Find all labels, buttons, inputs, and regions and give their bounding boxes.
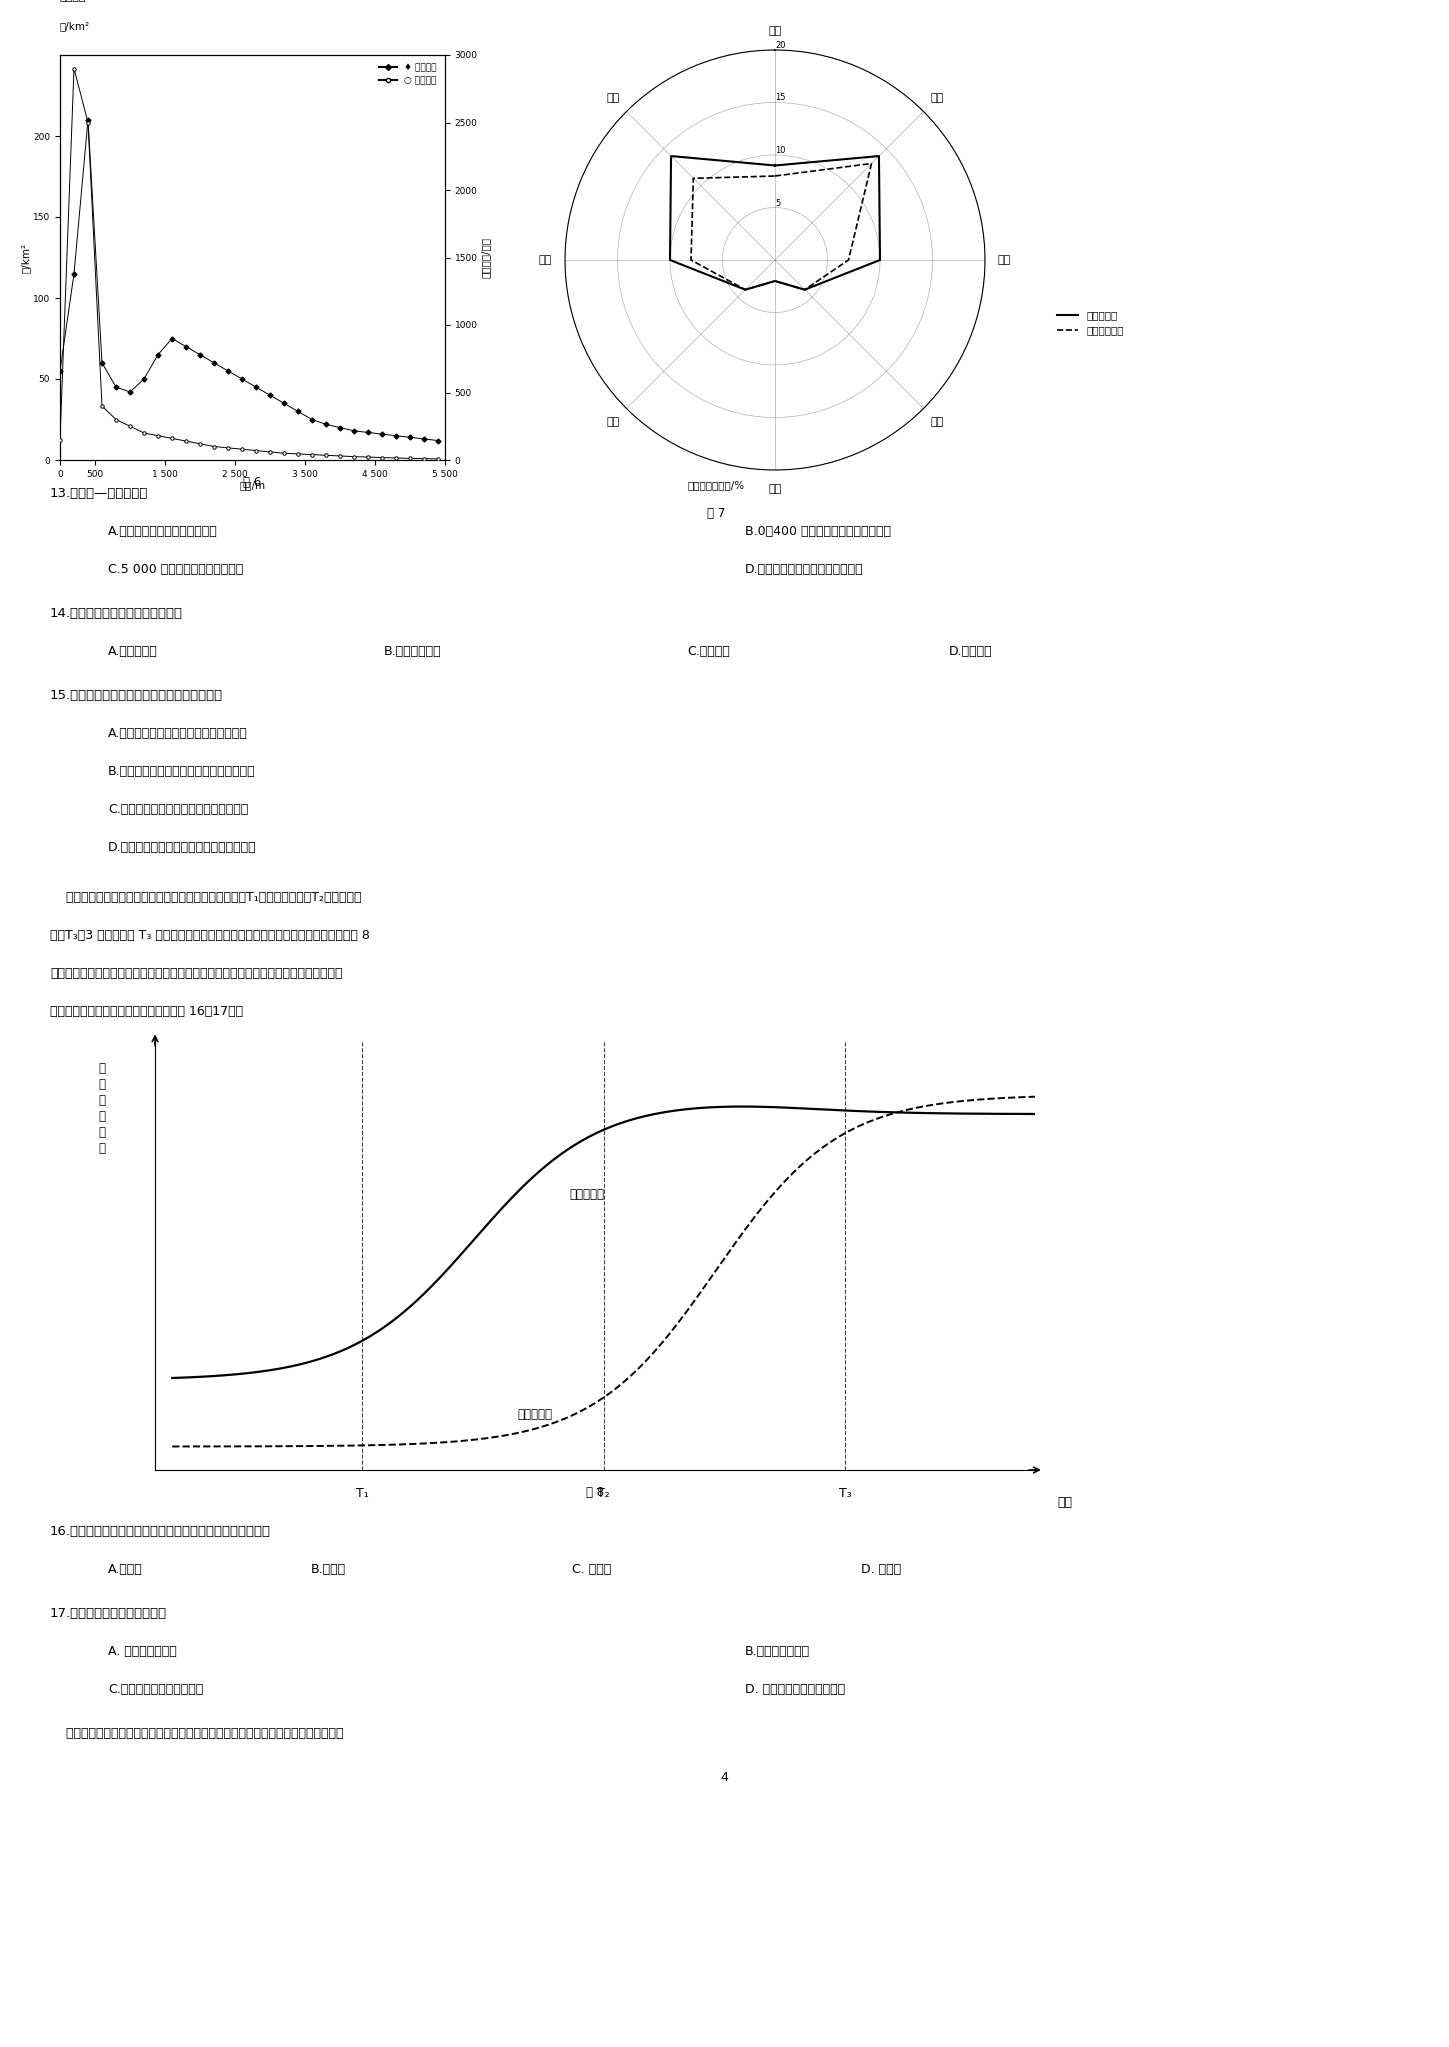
Text: A. 边缘港强势崛起: A. 边缘港强势崛起	[109, 1646, 177, 1658]
Text: 是长三角地区港口体系中涉及运输、中转、仓储等相关基础功能的传统后勤要素在中心枢: 是长三角地区港口体系中涉及运输、中转、仓储等相关基础功能的传统后勤要素在中心枢	[51, 966, 342, 981]
Text: 期（T₃）3 个阶段，在 T₃ 阶段中心枢纽港逐渐由区域性港口演变为全球供应链中心，图 8: 期（T₃）3 个阶段，在 T₃ 阶段中心枢纽港逐渐由区域性港口演变为全球供应链中…	[51, 929, 369, 942]
Y-axis label: 人口数量/万人: 人口数量/万人	[481, 237, 491, 278]
Text: A.集中化: A.集中化	[109, 1564, 142, 1576]
Text: 14.与人口密度分布关系最密切的是: 14.与人口密度分布关系最密切的是	[51, 608, 183, 620]
Text: C.水能资源: C.水能资源	[688, 645, 730, 657]
Text: A.人口密度随高程变化并不明显: A.人口密度随高程变化并不明显	[109, 524, 217, 538]
Text: 图 6: 图 6	[243, 477, 262, 489]
Text: B.中心港逐渐衰落: B.中心港逐渐衰落	[745, 1646, 810, 1658]
Text: 13.澜沧江—湄公河流域: 13.澜沧江—湄公河流域	[51, 487, 148, 499]
Text: T₂: T₂	[597, 1488, 610, 1500]
Text: A.与村相比乡镇选择更趋向采光好的方向: A.与村相比乡镇选择更趋向采光好的方向	[109, 727, 248, 741]
Text: 图 8: 图 8	[585, 1486, 604, 1498]
Text: 4: 4	[720, 1771, 729, 1785]
Legend: 村级居民点, 乡镇级居民点: 村级居民点, 乡镇级居民点	[1053, 307, 1129, 340]
Text: B.0～400 米人口分布随高程迅速增加: B.0～400 米人口分布随高程迅速增加	[745, 524, 891, 538]
Legend: ♦ 人口密度, ○ 人口数量: ♦ 人口密度, ○ 人口数量	[375, 59, 440, 90]
Text: C.居民点在坡向的选择上与山体走向无关: C.居民点在坡向的选择上与山体走向无关	[109, 802, 248, 817]
Text: 中心枢纽港: 中心枢纽港	[569, 1189, 604, 1202]
Text: 图 7: 图 7	[707, 508, 726, 520]
Text: C. 条带化: C. 条带化	[572, 1564, 611, 1576]
Text: D.乡镇级居民点分布比例最小的方向是正北: D.乡镇级居民点分布比例最小的方向是正北	[109, 841, 256, 854]
X-axis label: 高程/m: 高程/m	[239, 481, 265, 489]
Text: 人/km²: 人/km²	[59, 20, 90, 31]
Text: D. 中心港和边缘港功能趋同: D. 中心港和边缘港功能趋同	[745, 1683, 845, 1697]
Text: B.土地利用方式: B.土地利用方式	[384, 645, 440, 657]
Text: T₁: T₁	[355, 1488, 368, 1500]
Text: T₃: T₃	[839, 1488, 852, 1500]
Text: C.5 000 米以上可能有大片无人区: C.5 000 米以上可能有大片无人区	[109, 563, 243, 575]
Text: B.坡向对居民点的影响主要表现为降水时间: B.坡向对居民点的影响主要表现为降水时间	[109, 766, 255, 778]
Text: 人口密度: 人口密度	[59, 0, 87, 2]
Text: 阶段: 阶段	[1056, 1496, 1072, 1509]
Text: C.中心港和边缘港功能分化: C.中心港和边缘港功能分化	[109, 1683, 203, 1697]
Text: 17.产生图中所示变化的原因是: 17.产生图中所示变化的原因是	[51, 1607, 167, 1619]
Text: 居民点分布比例/%: 居民点分布比例/%	[688, 481, 745, 489]
Text: 有研究将集装箱港口体系演化过程大致分为初始时期（T₁）、发展时期（T₂）和成熟时: 有研究将集装箱港口体系演化过程大致分为初始时期（T₁）、发展时期（T₂）和成熟时	[51, 890, 361, 905]
Text: 纽港和外围边缘港的格局变化。据此完成 16～17题。: 纽港和外围边缘港的格局变化。据此完成 16～17题。	[51, 1005, 243, 1017]
Text: B.分散化: B.分散化	[312, 1564, 346, 1576]
Text: 外围边缘港: 外围边缘港	[517, 1408, 552, 1421]
Text: D.年降水量: D.年降水量	[949, 645, 993, 657]
Text: D. 均质化: D. 均质化	[862, 1564, 901, 1576]
Text: D.流域人口分布的态势是南疏北密: D.流域人口分布的态势是南疏北密	[745, 563, 864, 575]
Text: 虚拟企业是一种新型企业联盟，可以将分散的外围各实体企业的部分资源动态地整合: 虚拟企业是一种新型企业联盟，可以将分散的外围各实体企业的部分资源动态地整合	[51, 1728, 343, 1740]
Text: 传
统
后
勤
要
素: 传 统 后 勤 要 素	[99, 1062, 106, 1155]
Y-axis label: 人/km²: 人/km²	[20, 242, 30, 272]
Text: 15.由澜沧江流域居民点分布与坡向的关系可知: 15.由澜沧江流域居民点分布与坡向的关系可知	[51, 690, 223, 702]
Text: A.太阳辐射能: A.太阳辐射能	[109, 645, 158, 657]
Text: 16.长三角港口体系中传统要素整体空间格局未来趋势将呈现: 16.长三角港口体系中传统要素整体空间格局未来趋势将呈现	[51, 1525, 271, 1537]
